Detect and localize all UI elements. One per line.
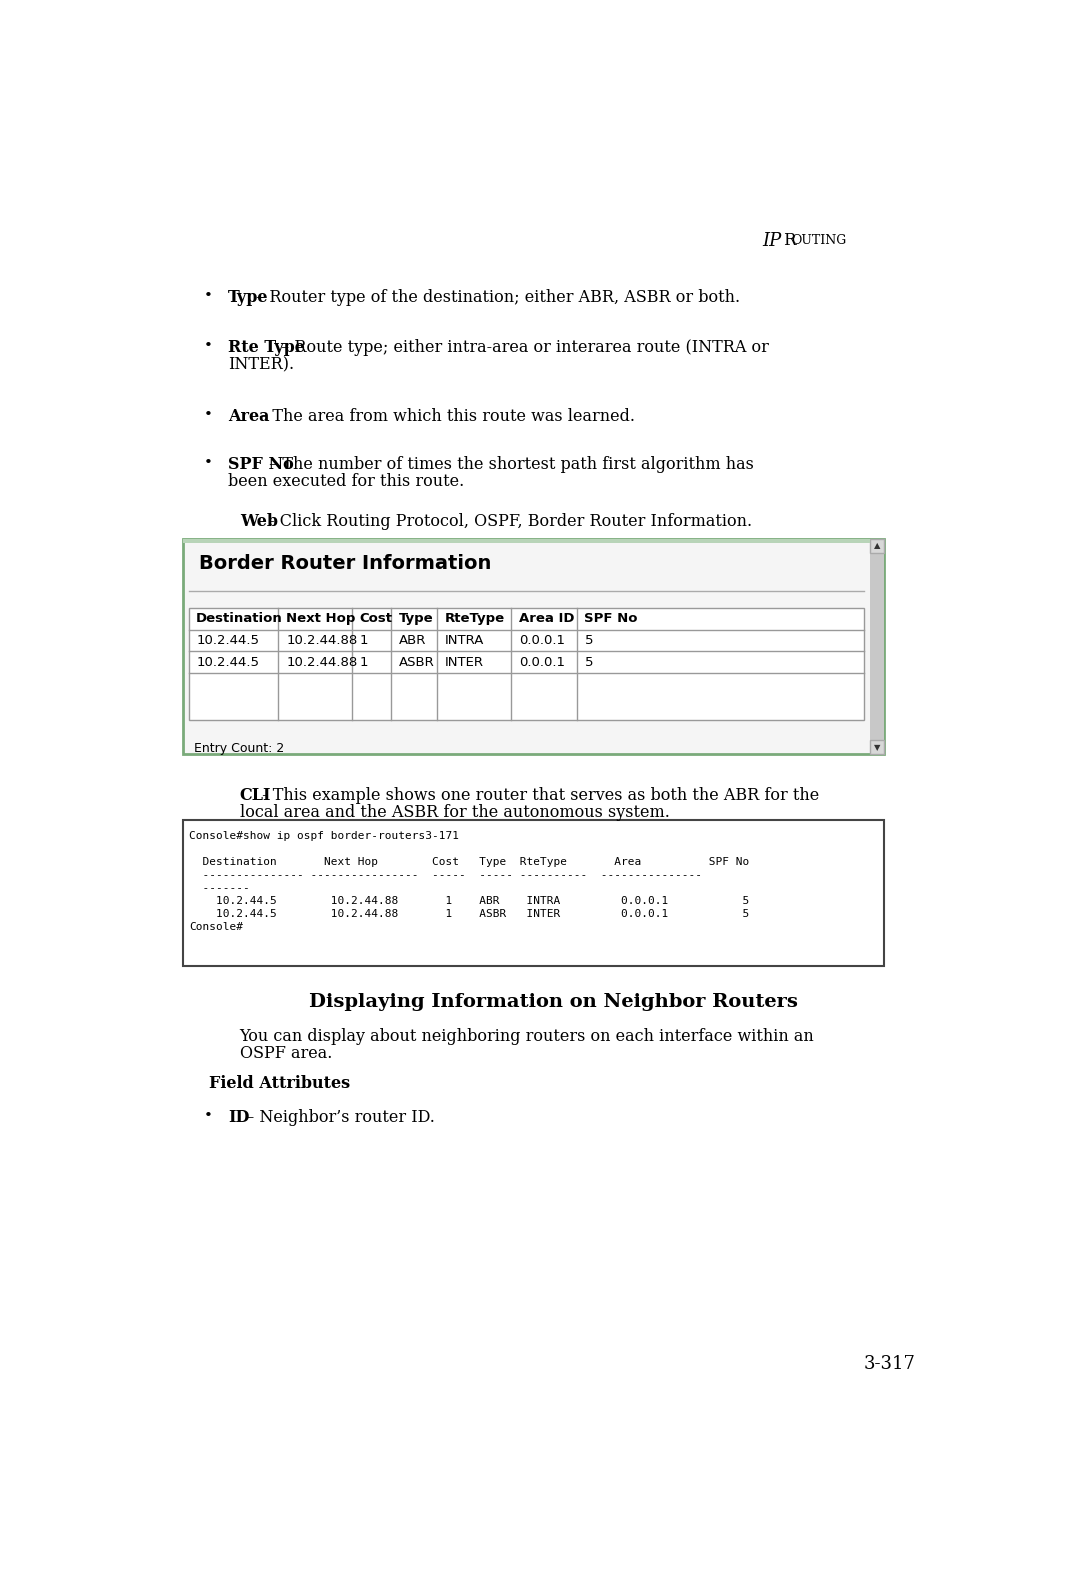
Text: – Neighbor’s router ID.: – Neighbor’s router ID. — [241, 1108, 435, 1126]
Text: RteType: RteType — [445, 612, 505, 625]
Text: INTRA: INTRA — [445, 634, 484, 647]
Text: 10.2.44.88: 10.2.44.88 — [286, 656, 357, 669]
Text: 1: 1 — [360, 634, 368, 647]
Bar — [183, 539, 885, 754]
Text: 10.2.44.5: 10.2.44.5 — [197, 634, 259, 647]
Text: 10.2.44.88: 10.2.44.88 — [286, 634, 357, 647]
Text: 10.2.44.5        10.2.44.88       1    ABR    INTRA         0.0.0.1           5: 10.2.44.5 10.2.44.88 1 ABR INTRA 0.0.0.1… — [189, 896, 750, 906]
Text: 3-317: 3-317 — [864, 1355, 916, 1372]
Text: ABR: ABR — [399, 634, 426, 647]
Text: Destination       Next Hop        Cost   Type  RteType       Area          SPF N: Destination Next Hop Cost Type RteType A… — [189, 857, 750, 867]
Text: •: • — [204, 457, 213, 471]
Text: Border Router Information: Border Router Information — [199, 554, 491, 573]
Text: – The number of times the shortest path first algorithm has: – The number of times the shortest path … — [265, 457, 754, 474]
Text: 0.0.0.1: 0.0.0.1 — [518, 656, 565, 669]
Text: Console#: Console# — [189, 922, 243, 933]
Text: INTER).: INTER). — [228, 356, 294, 374]
Bar — [183, 539, 870, 543]
Text: Cost: Cost — [360, 612, 393, 625]
Text: been executed for this route.: been executed for this route. — [228, 473, 464, 490]
Text: Type: Type — [399, 612, 433, 625]
Bar — [870, 741, 885, 754]
Text: local area and the ASBR for the autonomous system.: local area and the ASBR for the autonomo… — [240, 804, 670, 821]
Text: – Router type of the destination; either ABR, ASBR or both.: – Router type of the destination; either… — [252, 289, 741, 306]
Text: Next Hop: Next Hop — [286, 612, 355, 625]
Text: 10.2.44.5: 10.2.44.5 — [197, 656, 259, 669]
Text: – The area from which this route was learned.: – The area from which this route was lea… — [255, 408, 635, 425]
Text: ASBR: ASBR — [399, 656, 434, 669]
Text: 5: 5 — [584, 656, 593, 669]
Text: •: • — [204, 339, 213, 353]
Text: -------: ------- — [189, 882, 249, 893]
Text: 0.0.0.1: 0.0.0.1 — [518, 634, 565, 647]
Text: IP: IP — [762, 232, 782, 250]
Text: SPF No: SPF No — [228, 457, 294, 474]
Text: OSPF area.: OSPF area. — [240, 1044, 332, 1061]
Text: --------------- ----------------  -----  ----- ----------  ---------------: --------------- ---------------- ----- -… — [189, 870, 702, 879]
Text: - This example shows one router that serves as both the ABR for the: - This example shows one router that ser… — [257, 788, 820, 804]
Bar — [870, 539, 885, 553]
Text: Area: Area — [228, 408, 270, 425]
Bar — [870, 539, 885, 754]
Text: Console#show ip ospf border-routers3-171: Console#show ip ospf border-routers3-171 — [189, 831, 459, 840]
Bar — [189, 608, 864, 719]
Text: Area ID: Area ID — [518, 612, 575, 625]
Text: ▼: ▼ — [874, 743, 880, 752]
Text: – Route type; either intra-area or interarea route (INTRA or: – Route type; either intra-area or inter… — [276, 339, 769, 356]
Text: R: R — [783, 232, 795, 250]
Text: Destination: Destination — [197, 612, 283, 625]
Text: Field Attributes: Field Attributes — [208, 1075, 350, 1093]
Text: INTER: INTER — [445, 656, 484, 669]
Text: CLI: CLI — [240, 788, 271, 804]
Text: •: • — [204, 1108, 213, 1123]
Bar — [183, 820, 885, 966]
Text: •: • — [204, 408, 213, 422]
Text: Entry Count: 2: Entry Count: 2 — [194, 743, 284, 755]
Text: Web: Web — [240, 513, 278, 531]
Text: Displaying Information on Neighbor Routers: Displaying Information on Neighbor Route… — [309, 994, 798, 1011]
Text: OUTING: OUTING — [792, 234, 847, 246]
Text: 10.2.44.5        10.2.44.88       1    ASBR   INTER         0.0.0.1           5: 10.2.44.5 10.2.44.88 1 ASBR INTER 0.0.0.… — [189, 909, 750, 918]
Text: Rte Type: Rte Type — [228, 339, 305, 356]
Text: ▲: ▲ — [874, 542, 880, 550]
Text: Type: Type — [228, 289, 269, 306]
Text: 5: 5 — [584, 634, 593, 647]
Text: 1: 1 — [360, 656, 368, 669]
Text: You can display about neighboring routers on each interface within an: You can display about neighboring router… — [240, 1028, 814, 1044]
Text: •: • — [204, 289, 213, 303]
Text: SPF No: SPF No — [584, 612, 638, 625]
Text: - Click Routing Protocol, OSPF, Border Router Information.: - Click Routing Protocol, OSPF, Border R… — [264, 513, 752, 531]
Text: ID: ID — [228, 1108, 249, 1126]
